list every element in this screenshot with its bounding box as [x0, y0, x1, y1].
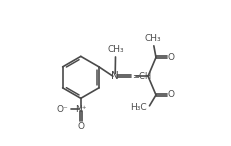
Text: O: O [167, 91, 175, 99]
Text: CH₃: CH₃ [107, 46, 124, 54]
Text: N⁺: N⁺ [75, 105, 87, 114]
Text: CH₃: CH₃ [145, 34, 161, 43]
Text: =CH: =CH [132, 72, 151, 81]
Text: O: O [77, 122, 84, 131]
Text: H₃C: H₃C [130, 104, 147, 113]
Text: N: N [111, 71, 119, 81]
Text: O⁻: O⁻ [56, 105, 68, 114]
Text: O: O [167, 53, 175, 62]
